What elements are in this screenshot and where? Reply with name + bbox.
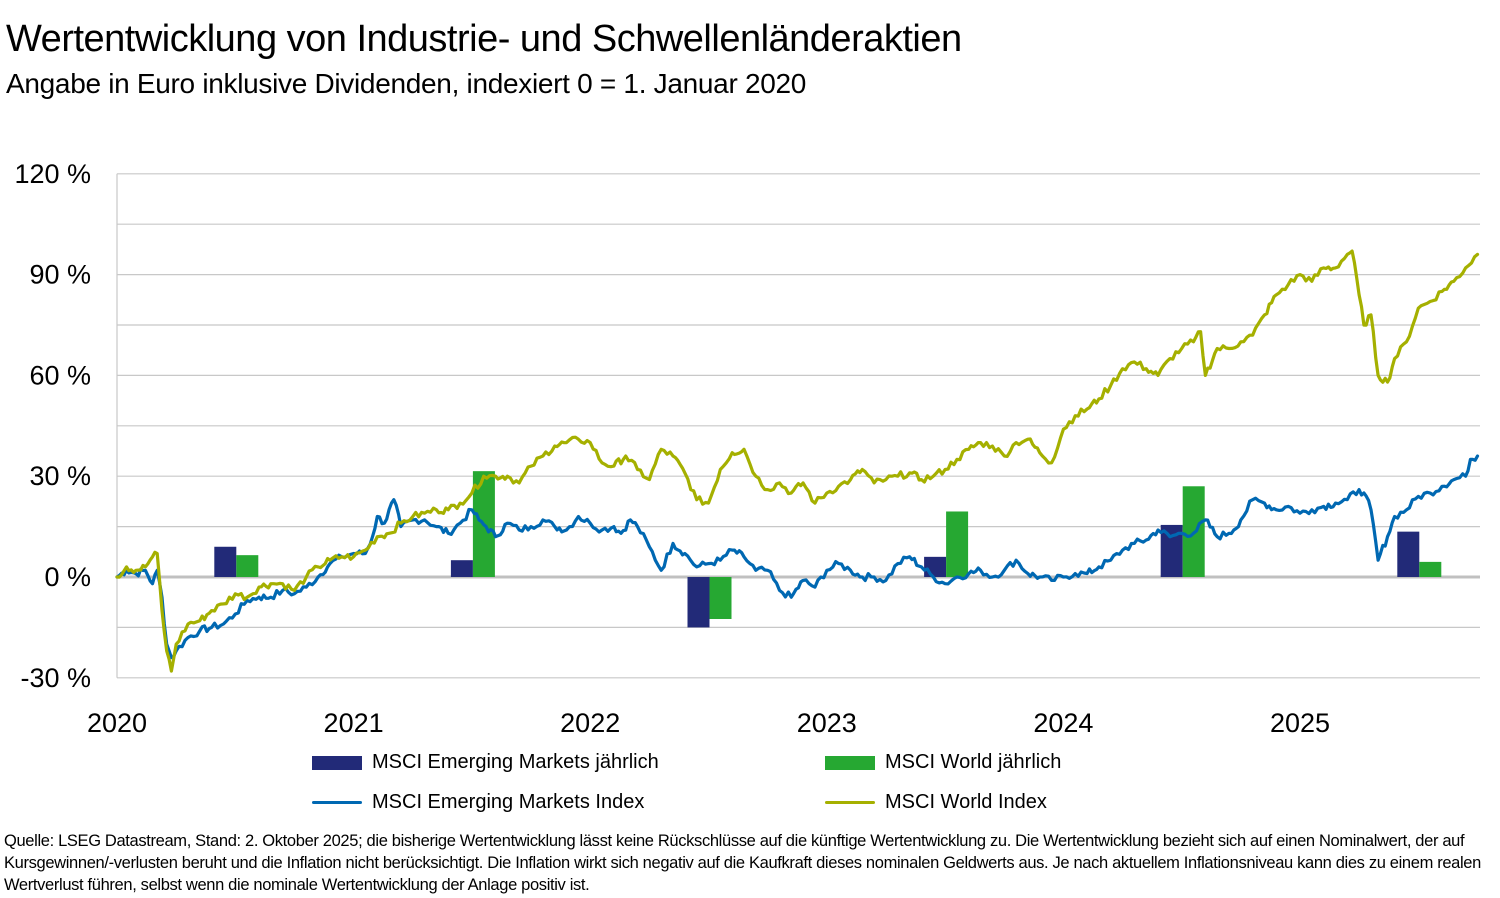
bar-em-annual: [214, 546, 237, 577]
x-tick-label: 2023: [797, 708, 857, 738]
x-tick-label: 2022: [560, 708, 620, 738]
chart-subtitle: Angabe in Euro inklusive Dividenden, ind…: [6, 68, 807, 99]
bar-world-annual: [709, 577, 732, 619]
y-tick-label: 30 %: [29, 461, 91, 491]
bar-em-annual: [687, 577, 710, 628]
y-tick-label: 0 %: [44, 562, 91, 592]
chart-area: -30 %0 %30 %60 %90 %120 % 2020 2021 2022 20…: [14, 159, 1480, 738]
x-tick-label: 2021: [324, 708, 384, 738]
bar-world-annual: [236, 555, 259, 577]
bar-world-annual: [946, 511, 969, 577]
line-world-index: [115, 249, 1480, 673]
y-axis-ticks: -30 % 0 % 30 % 60 % 90 % 120 %: [14, 159, 91, 693]
legend-swatch-em-index: [312, 801, 362, 804]
gridlines: [116, 173, 1480, 679]
legend-item-em-annual: MSCI Emerging Markets jährlich: [312, 751, 659, 774]
chart-title: Wertentwicklung von Industrie- und Schwe…: [6, 18, 962, 60]
y-tick-label: -30 %: [20, 663, 91, 693]
legend-label: MSCI Emerging Markets jährlich: [372, 751, 659, 773]
bar-em-annual: [1397, 531, 1420, 577]
bar-em-annual: [1160, 524, 1183, 577]
x-axis-ticks: 2020 2021 2022 2023 2024 2025: [87, 708, 1330, 738]
index-lines: [115, 249, 1480, 673]
source-footnote: Quelle: LSEG Datastream, Stand: 2. Oktob…: [4, 832, 1481, 894]
legend-label: MSCI World jährlich: [885, 751, 1062, 773]
legend-item-world-index: MSCI World Index: [825, 791, 1047, 814]
y-tick-label: 120 %: [14, 159, 91, 189]
legend-label: MSCI World Index: [885, 791, 1047, 813]
legend-label: MSCI Emerging Markets Index: [372, 791, 645, 813]
legend-item-world-annual: MSCI World jährlich: [825, 751, 1061, 774]
bar-em-annual: [450, 560, 473, 577]
x-tick-label: 2024: [1033, 708, 1093, 738]
legend-swatch-em-annual: [312, 755, 362, 770]
x-tick-label: 2025: [1270, 708, 1330, 738]
annual-bars: [214, 471, 1442, 628]
x-tick-label: 2020: [87, 708, 147, 738]
y-tick-label: 90 %: [29, 260, 91, 290]
bar-em-annual: [924, 556, 947, 577]
y-tick-label: 60 %: [29, 360, 91, 390]
bar-world-annual: [1419, 561, 1442, 577]
legend-swatch-world-index: [825, 801, 875, 804]
legend-swatch-world-annual: [825, 755, 875, 770]
legend-item-em-index: MSCI Emerging Markets Index: [312, 791, 644, 814]
